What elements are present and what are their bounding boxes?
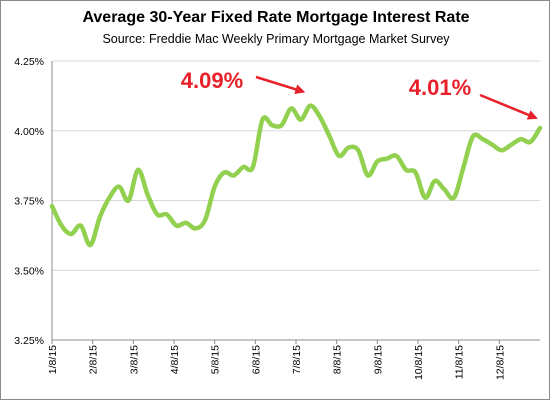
- x-tick-label: 9/8/15: [372, 345, 384, 374]
- y-tick-label: 3.50%: [14, 265, 44, 277]
- y-tick-label: 4.00%: [14, 126, 44, 138]
- x-tick-label: 8/8/15: [332, 345, 344, 374]
- y-tick-label: 4.25%: [14, 56, 44, 68]
- x-tick-label: 10/8/15: [413, 345, 425, 380]
- x-tick-label: 4/8/15: [169, 345, 181, 374]
- annotation-arrow: [255, 75, 306, 95]
- x-tick-label: 5/8/15: [210, 345, 222, 374]
- x-tick-label: 1/8/15: [47, 345, 59, 374]
- chart-title: Average 30-Year Fixed Rate Mortgage Inte…: [82, 9, 470, 26]
- y-tick-label: 3.75%: [14, 196, 44, 208]
- annotation-label: 4.09%: [181, 68, 243, 93]
- x-tick-label: 12/8/15: [494, 345, 506, 380]
- annotation-arrow: [479, 93, 538, 120]
- rate-series-line: [49, 103, 543, 248]
- x-tick-label: 3/8/15: [128, 345, 140, 374]
- x-tick-label: 11/8/15: [454, 345, 466, 379]
- x-tick-label: 6/8/15: [250, 345, 262, 374]
- x-tick-label: 2/8/15: [88, 345, 100, 374]
- y-tick-label: 3.25%: [14, 335, 44, 347]
- x-tick-label: 7/8/15: [291, 345, 303, 374]
- annotation-label: 4.01%: [409, 75, 471, 100]
- chart-subtitle: Source: Freddie Mac Weekly Primary Mortg…: [102, 32, 450, 46]
